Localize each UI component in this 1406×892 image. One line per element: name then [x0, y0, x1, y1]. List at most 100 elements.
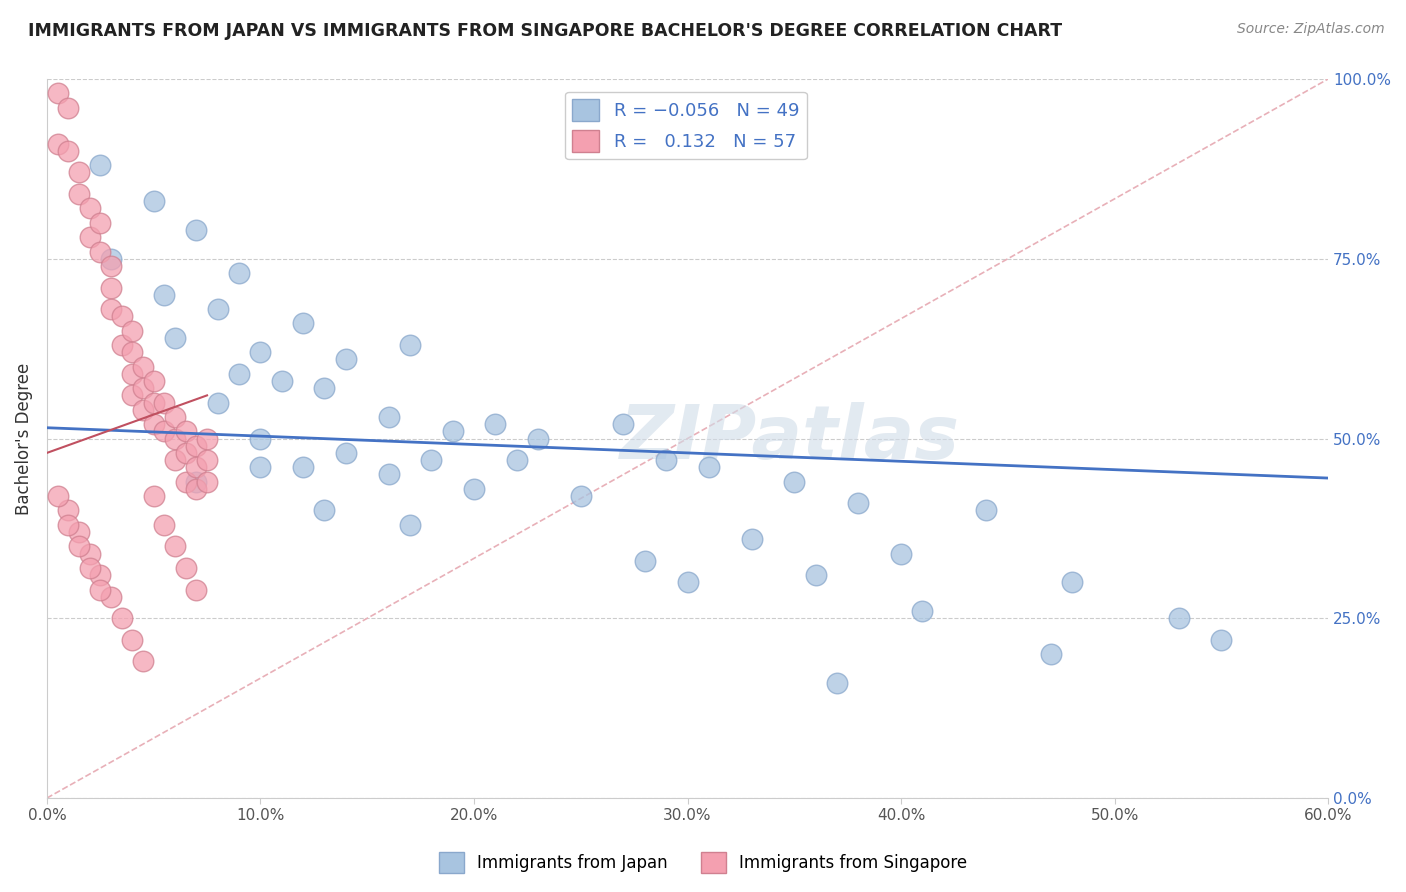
Point	[100, 302, 122, 317]
Point	[67, 524, 90, 539]
Point	[890, 547, 912, 561]
Point	[697, 460, 720, 475]
Point	[58, 517, 80, 532]
Point	[132, 402, 155, 417]
Point	[484, 417, 506, 431]
Point	[132, 655, 155, 669]
Point	[89, 158, 111, 172]
Point	[163, 540, 186, 554]
Point	[911, 604, 934, 618]
Point	[186, 460, 208, 475]
Point	[174, 446, 197, 460]
Point	[174, 561, 197, 575]
Point	[399, 338, 422, 352]
Point	[174, 475, 197, 489]
Point	[292, 460, 315, 475]
Point	[825, 676, 848, 690]
Point	[67, 187, 90, 202]
Point	[163, 432, 186, 446]
Point	[121, 388, 143, 402]
Point	[58, 503, 80, 517]
Point	[46, 136, 69, 151]
Point	[121, 367, 143, 381]
Point	[79, 561, 101, 575]
Point	[121, 324, 143, 338]
Point	[569, 489, 592, 503]
Point	[804, 568, 827, 582]
Legend: R = −0.056   N = 49, R =   0.132   N = 57: R = −0.056 N = 49, R = 0.132 N = 57	[565, 92, 807, 159]
Point	[399, 517, 422, 532]
Point	[163, 453, 186, 467]
Point	[463, 482, 485, 496]
Point	[121, 632, 143, 647]
Point	[58, 144, 80, 158]
Point	[67, 540, 90, 554]
Text: ZIPatlas: ZIPatlas	[620, 402, 960, 475]
Point	[292, 317, 315, 331]
Point	[142, 395, 165, 409]
Point	[783, 475, 806, 489]
Point	[111, 611, 134, 625]
Point	[377, 467, 399, 482]
Point	[314, 381, 336, 395]
Text: Source: ZipAtlas.com: Source: ZipAtlas.com	[1237, 22, 1385, 37]
Point	[163, 331, 186, 345]
Point	[207, 302, 229, 317]
Point	[377, 409, 399, 424]
Point	[46, 489, 69, 503]
Point	[1060, 575, 1083, 590]
Point	[142, 489, 165, 503]
Point	[153, 517, 176, 532]
Point	[195, 475, 218, 489]
Point	[612, 417, 634, 431]
Point	[249, 460, 271, 475]
Point	[186, 582, 208, 597]
Point	[89, 568, 111, 582]
Point	[228, 367, 250, 381]
Y-axis label: Bachelor's Degree: Bachelor's Degree	[15, 362, 32, 515]
Point	[89, 582, 111, 597]
Point	[186, 475, 208, 489]
Point	[228, 266, 250, 280]
Point	[335, 446, 357, 460]
Point	[195, 432, 218, 446]
Point	[505, 453, 527, 467]
Point	[100, 280, 122, 294]
Point	[121, 345, 143, 359]
Point	[111, 310, 134, 324]
Text: IMMIGRANTS FROM JAPAN VS IMMIGRANTS FROM SINGAPORE BACHELOR'S DEGREE CORRELATION: IMMIGRANTS FROM JAPAN VS IMMIGRANTS FROM…	[28, 22, 1063, 40]
Point	[100, 590, 122, 604]
Point	[441, 425, 464, 439]
Point	[89, 216, 111, 230]
Point	[420, 453, 443, 467]
Point	[335, 352, 357, 367]
Point	[186, 223, 208, 237]
Point	[976, 503, 998, 517]
Point	[79, 202, 101, 216]
Point	[79, 547, 101, 561]
Point	[634, 554, 657, 568]
Point	[67, 165, 90, 179]
Legend: Immigrants from Japan, Immigrants from Singapore: Immigrants from Japan, Immigrants from S…	[432, 846, 974, 880]
Point	[163, 409, 186, 424]
Point	[153, 425, 176, 439]
Point	[100, 259, 122, 273]
Point	[142, 417, 165, 431]
Point	[195, 453, 218, 467]
Point	[527, 432, 550, 446]
Point	[186, 482, 208, 496]
Point	[142, 374, 165, 388]
Point	[46, 87, 69, 101]
Point	[186, 439, 208, 453]
Point	[132, 359, 155, 374]
Point	[655, 453, 678, 467]
Point	[1167, 611, 1189, 625]
Point	[741, 532, 763, 546]
Point	[314, 503, 336, 517]
Point	[153, 395, 176, 409]
Point	[846, 496, 869, 510]
Point	[100, 252, 122, 266]
Point	[249, 345, 271, 359]
Point	[270, 374, 292, 388]
Point	[153, 287, 176, 301]
